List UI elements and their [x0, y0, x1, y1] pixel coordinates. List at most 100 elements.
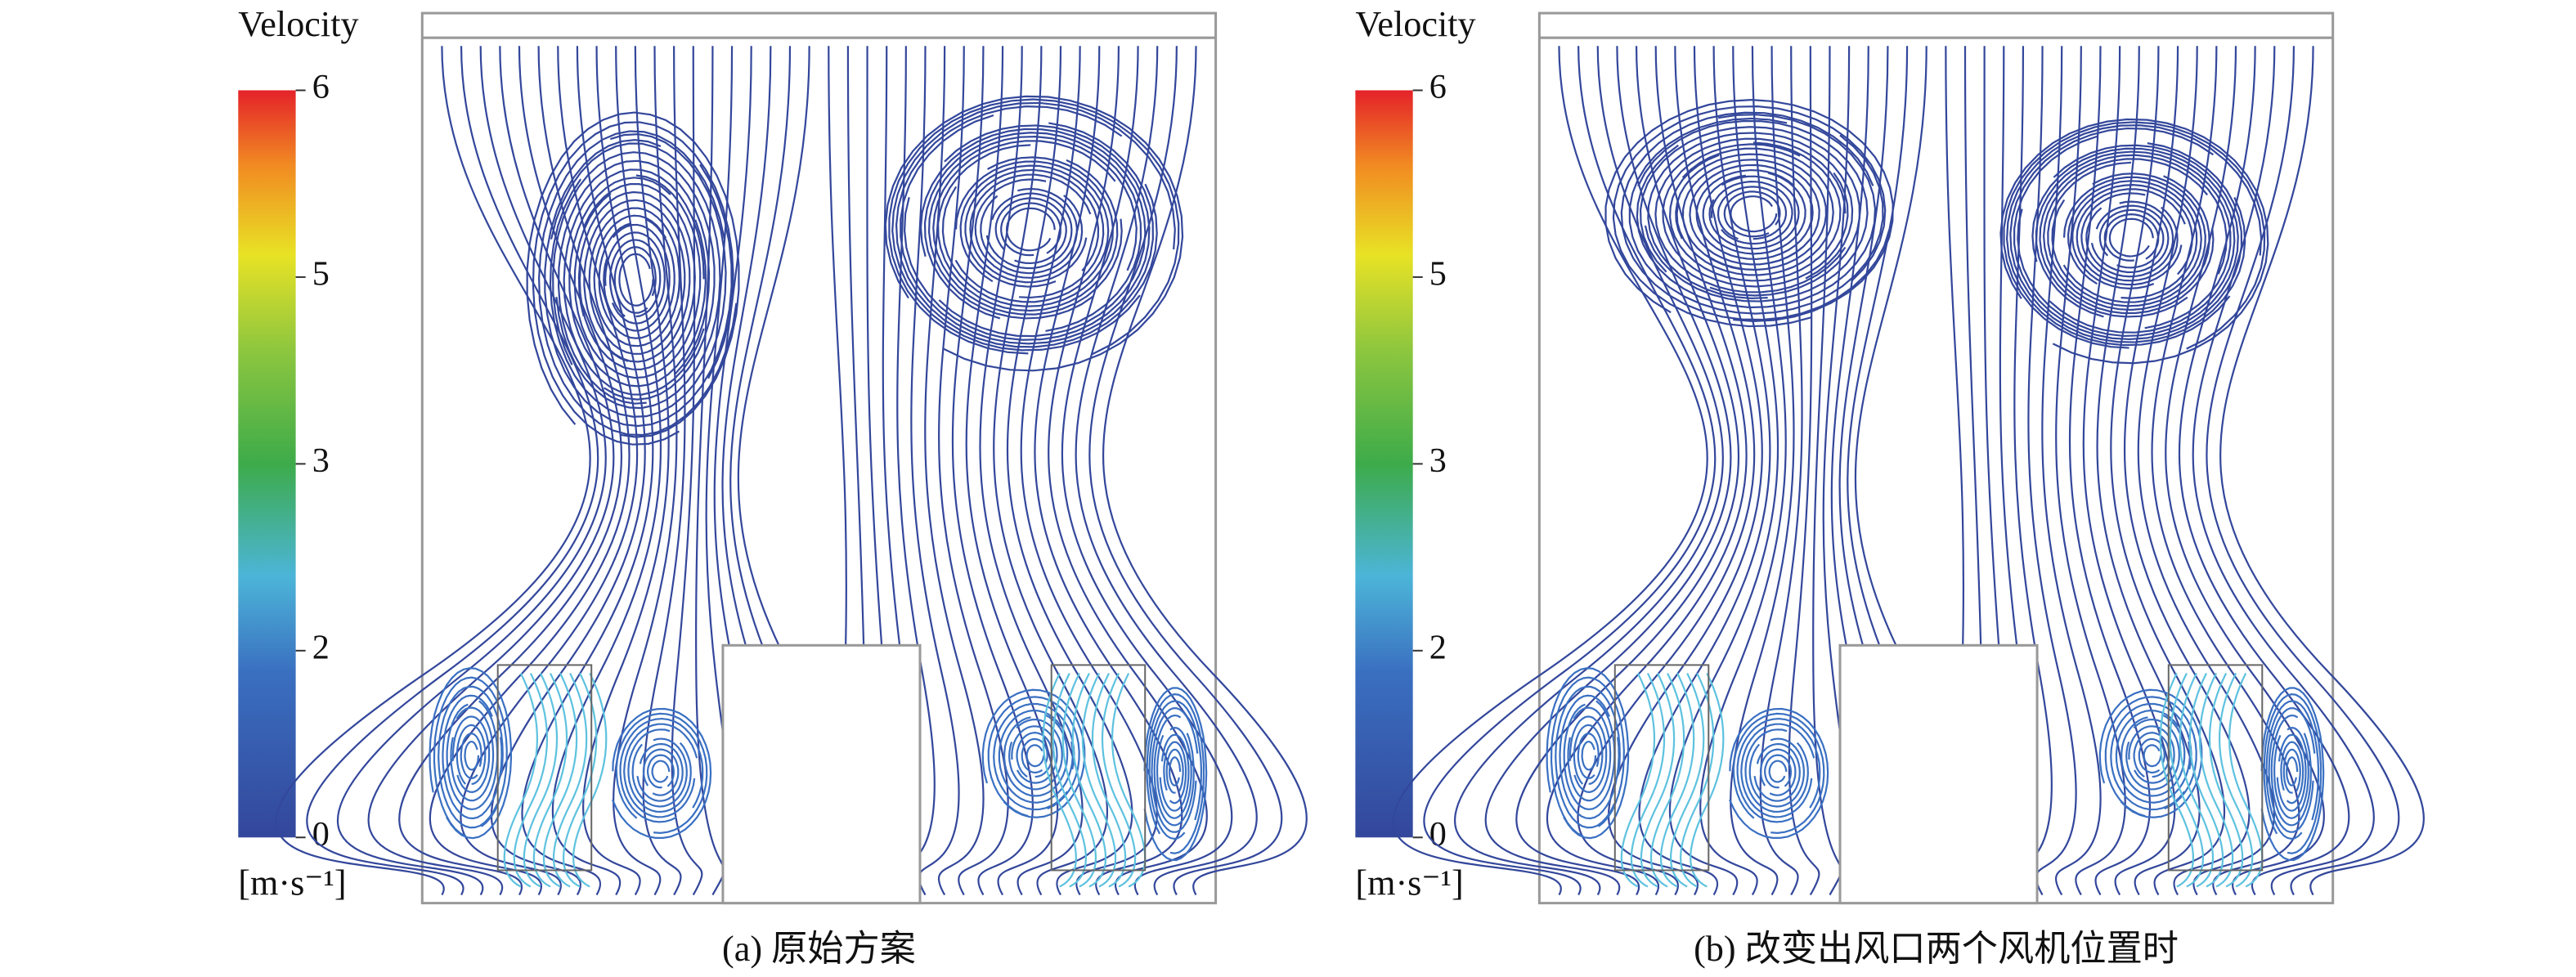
- streamline: [1676, 147, 1834, 276]
- streamline: [1555, 685, 1621, 829]
- streamline: [2263, 693, 2322, 854]
- streamline: [1000, 202, 1061, 257]
- streamline: [603, 223, 671, 332]
- streamline: [1102, 46, 1308, 896]
- streamline: [1577, 733, 1600, 780]
- streamline: [2003, 121, 2266, 350]
- streamline: [642, 748, 680, 796]
- streamline: [2035, 150, 2232, 329]
- streamline: [1636, 114, 1877, 309]
- streamline: [891, 101, 1176, 352]
- streamline: [974, 178, 1084, 279]
- streamline: [2110, 702, 2192, 811]
- streamline: [2128, 725, 2175, 784]
- streamline: [429, 667, 513, 840]
- streamline: [1034, 46, 1183, 896]
- streamline: [521, 46, 654, 896]
- streamline: [1759, 748, 1797, 796]
- streamline: [1546, 667, 1630, 840]
- streamline: [2042, 158, 2215, 315]
- streamline: [442, 694, 503, 820]
- streamline: [609, 239, 662, 318]
- panel: Velocity 6 5 3 2 0 [m·s⁻¹] (a) 原始方案: [238, 4, 1308, 969]
- streamline: [1169, 756, 1182, 787]
- streamline: [1061, 46, 1233, 896]
- streamline: [1668, 141, 1842, 282]
- streamline: [1788, 46, 1820, 896]
- streamline: [1744, 728, 1809, 813]
- streamline: [2103, 213, 2160, 262]
- streamline: [532, 121, 734, 446]
- streamline: [1708, 175, 1800, 250]
- streamline: [2273, 726, 2309, 819]
- streamline: [1581, 741, 1597, 771]
- legend-title: Velocity: [238, 4, 358, 44]
- streamline: [619, 717, 704, 823]
- streamline: [577, 190, 691, 363]
- streamline: [578, 183, 696, 370]
- streamline: [1736, 717, 1821, 823]
- streamline: [1153, 714, 1195, 827]
- streamline: [2098, 208, 2165, 269]
- streamline: [1423, 46, 1717, 896]
- streamline: [2017, 144, 2239, 338]
- streamline: [588, 207, 681, 355]
- streamline: [563, 168, 705, 396]
- streamline: [552, 151, 716, 401]
- streamline: [451, 715, 491, 793]
- streamline: [1011, 725, 1058, 784]
- streamline: [1730, 195, 1778, 233]
- streamline: [446, 700, 499, 811]
- streamline: [900, 114, 1154, 345]
- streamline: [1628, 117, 1884, 315]
- streamline: [1702, 172, 1806, 255]
- streamline: [1654, 137, 1847, 294]
- streamline: [583, 199, 686, 362]
- streamline: [460, 733, 482, 780]
- streamline: [456, 724, 487, 785]
- streamline: [884, 95, 1184, 372]
- streamline: [910, 46, 960, 896]
- streamline: [1689, 164, 1814, 266]
- streamline: [985, 192, 1073, 270]
- streamline: [367, 46, 615, 896]
- streamline: [433, 676, 508, 837]
- streamline: [636, 742, 684, 802]
- streamline: [275, 46, 591, 896]
- streamline: [2120, 714, 2186, 797]
- streamline: [1143, 687, 1208, 862]
- streamline: [2009, 127, 2246, 343]
- streamline: [568, 177, 707, 388]
- unit-label: [m·s⁻¹]: [238, 863, 346, 903]
- streamline: [1723, 190, 1781, 238]
- streamlines: [1392, 46, 2425, 896]
- streamline: [2260, 687, 2325, 862]
- streamline: [941, 156, 1114, 307]
- streamline: [1675, 153, 1828, 271]
- streamline: [1008, 718, 1063, 791]
- streamline: [2115, 709, 2192, 804]
- streamline: [550, 142, 721, 410]
- streamline: [954, 160, 1110, 303]
- streamline: [1563, 700, 1616, 811]
- fan-box: [1050, 664, 1147, 872]
- streamline: [450, 706, 495, 802]
- streamline: [618, 253, 654, 307]
- streamline: [2031, 147, 2236, 334]
- streamline: [2125, 718, 2180, 791]
- streamline: [611, 707, 712, 839]
- streamline: [1515, 46, 1740, 896]
- streamline: [2268, 707, 2316, 833]
- streamline: [1604, 99, 1894, 322]
- streamline: [2055, 46, 2126, 896]
- streamline: [1740, 723, 1815, 818]
- streamline: [1607, 46, 1763, 896]
- streamline: [1620, 111, 1891, 321]
- tick-label: 0: [1429, 815, 1447, 854]
- streamline: [631, 737, 688, 808]
- streamline: [1005, 207, 1056, 252]
- streamline: [904, 124, 1151, 341]
- streamline: [604, 231, 666, 325]
- streamline: [651, 760, 671, 783]
